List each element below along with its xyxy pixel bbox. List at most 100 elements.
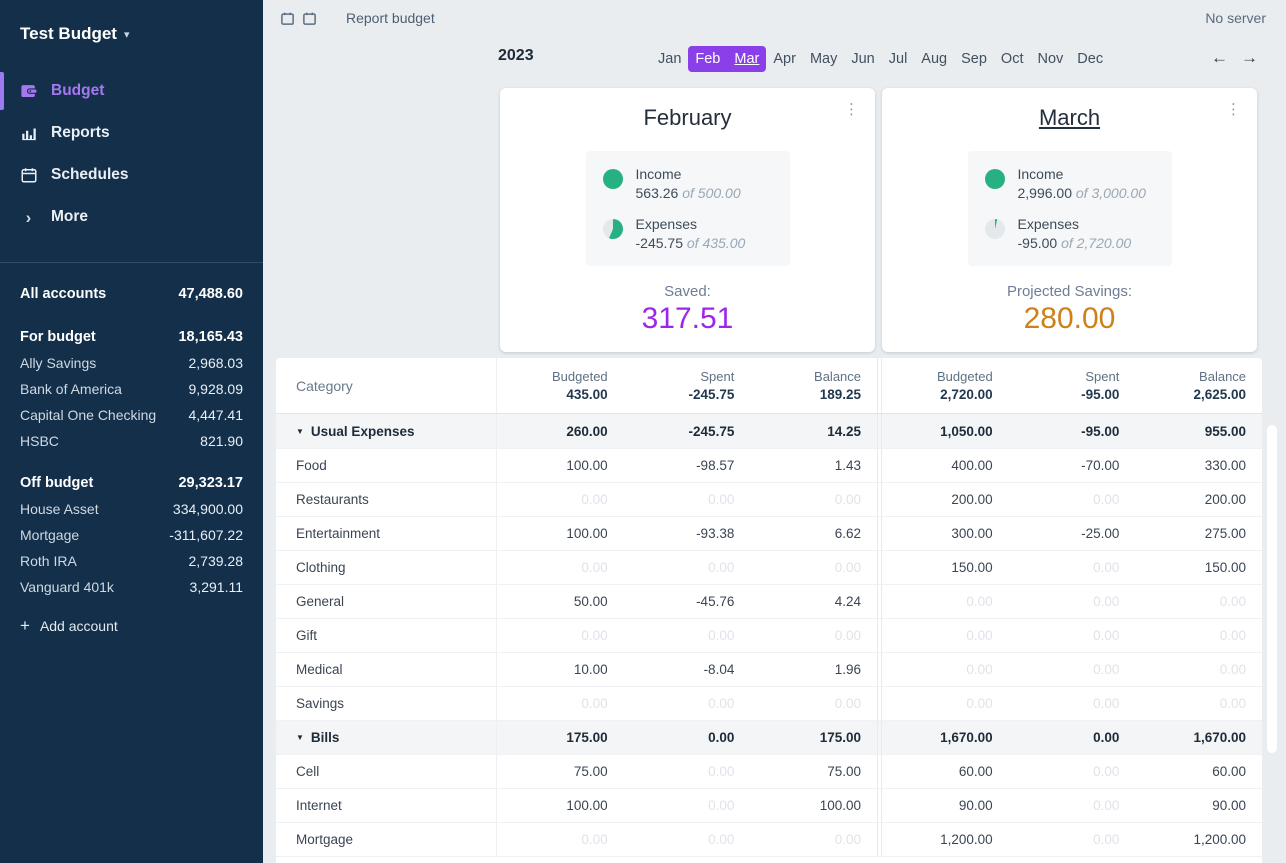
- month-jan[interactable]: Jan: [658, 51, 682, 67]
- next-month-arrow-icon[interactable]: →: [1241, 48, 1258, 67]
- month-jul[interactable]: Jul: [888, 51, 908, 67]
- spent-cell[interactable]: 0.00: [1093, 560, 1120, 575]
- balance-cell[interactable]: 330.00: [1204, 458, 1247, 473]
- category-name[interactable]: ▼ Usual Expenses: [276, 414, 497, 448]
- balance-cell[interactable]: 60.00: [1212, 764, 1247, 779]
- balance-cell[interactable]: 90.00: [1212, 798, 1247, 813]
- spent-cell[interactable]: 0.00: [1093, 492, 1120, 507]
- spent-cell[interactable]: 0.00: [708, 696, 735, 711]
- account-item[interactable]: Bank of America 9,928.09: [20, 376, 243, 402]
- budgeted-cell[interactable]: 50.00: [573, 594, 608, 609]
- budgeted-cell[interactable]: 150.00: [951, 560, 993, 575]
- month-jun[interactable]: Jun: [851, 51, 875, 67]
- budgeted-cell[interactable]: 0.00: [581, 696, 608, 711]
- budgeted-cell[interactable]: 1,050.00: [940, 423, 993, 439]
- scrollbar-thumb[interactable]: [1267, 425, 1277, 753]
- budgeted-cell[interactable]: 175.00: [566, 730, 608, 745]
- budgeted-cell[interactable]: 75.00: [573, 764, 608, 779]
- budgeted-cell[interactable]: 0.00: [966, 696, 993, 711]
- budgeted-cell[interactable]: 100.00: [566, 526, 608, 541]
- spent-cell[interactable]: 0.00: [1093, 696, 1120, 711]
- category-name[interactable]: Gift: [276, 619, 497, 652]
- month-aug[interactable]: Aug: [921, 51, 948, 67]
- budgeted-cell[interactable]: 0.00: [966, 594, 993, 609]
- spent-cell[interactable]: 0.00: [1093, 594, 1120, 609]
- month-nov[interactable]: Nov: [1037, 51, 1064, 67]
- account-group-header[interactable]: For budget 18,165.43: [20, 324, 243, 350]
- month-sep[interactable]: Sep: [961, 51, 987, 67]
- spent-cell[interactable]: -70.00: [1081, 458, 1120, 473]
- balance-cell[interactable]: 0.00: [834, 560, 862, 575]
- account-item[interactable]: Vanguard 401k 3,291.11: [20, 574, 243, 600]
- spent-cell[interactable]: -98.57: [696, 458, 735, 473]
- balance-cell[interactable]: 0.00: [834, 492, 862, 507]
- spent-cell[interactable]: 0.00: [1093, 764, 1120, 779]
- budgeted-cell[interactable]: 300.00: [951, 526, 993, 541]
- balance-cell[interactable]: 0.00: [1219, 628, 1247, 643]
- sidebar-item-budget[interactable]: Budget: [0, 70, 263, 112]
- budgeted-cell[interactable]: 90.00: [958, 798, 993, 813]
- budgeted-cell[interactable]: 1,670.00: [940, 730, 993, 745]
- budget-type-label[interactable]: Report budget: [346, 10, 435, 26]
- category-name[interactable]: Internet: [276, 789, 497, 822]
- spent-cell[interactable]: 0.00: [708, 628, 735, 643]
- sidebar-item-schedules[interactable]: Schedules: [0, 154, 263, 196]
- category-column-header[interactable]: Category: [276, 358, 497, 413]
- budgeted-cell[interactable]: 200.00: [951, 492, 993, 507]
- account-group-header[interactable]: Off budget 29,323.17: [20, 470, 243, 496]
- spent-cell[interactable]: -245.75: [688, 423, 735, 439]
- category-name[interactable]: Cell: [276, 755, 497, 788]
- collapse-triangle-icon[interactable]: ▼: [296, 426, 304, 436]
- balance-cell[interactable]: 0.00: [1219, 594, 1247, 609]
- budgeted-cell[interactable]: 100.00: [566, 458, 608, 473]
- category-name[interactable]: Savings: [276, 687, 497, 720]
- balance-cell[interactable]: 1.43: [834, 458, 862, 473]
- spent-cell[interactable]: 0.00: [1093, 730, 1120, 745]
- budgeted-cell[interactable]: 60.00: [958, 764, 993, 779]
- category-name[interactable]: ▼ Bills: [276, 721, 497, 754]
- spent-cell[interactable]: -45.76: [696, 594, 735, 609]
- balance-cell[interactable]: 0.00: [834, 628, 862, 643]
- budgeted-cell[interactable]: 260.00: [566, 423, 608, 439]
- spent-cell[interactable]: 0.00: [708, 730, 735, 745]
- category-name[interactable]: Restaurants: [276, 483, 497, 516]
- spent-cell[interactable]: 0.00: [1093, 662, 1120, 677]
- balance-cell[interactable]: 0.00: [834, 696, 862, 711]
- budget-file-switcher[interactable]: Test Budget ▾: [0, 0, 263, 58]
- month-title[interactable]: March: [1038, 105, 1101, 130]
- balance-cell[interactable]: 100.00: [819, 798, 862, 813]
- budgeted-cell[interactable]: 400.00: [951, 458, 993, 473]
- spent-cell[interactable]: 0.00: [708, 764, 735, 779]
- spent-cell[interactable]: 0.00: [708, 492, 735, 507]
- account-item[interactable]: Mortgage -311,607.22: [20, 522, 243, 548]
- budgeted-cell[interactable]: 0.00: [581, 628, 608, 643]
- balance-cell[interactable]: 955.00: [1204, 423, 1247, 439]
- balance-cell[interactable]: 14.25: [827, 423, 862, 439]
- kebab-menu-icon[interactable]: ⋮: [1226, 101, 1241, 118]
- budgeted-cell[interactable]: 100.00: [566, 798, 608, 813]
- account-item[interactable]: Roth IRA 2,739.28: [20, 548, 243, 574]
- spent-cell[interactable]: 0.00: [1093, 628, 1120, 643]
- two-month-icon[interactable]: [302, 11, 317, 26]
- budgeted-cell[interactable]: 0.00: [581, 832, 608, 847]
- spent-cell[interactable]: 0.00: [708, 560, 735, 575]
- budgeted-cell[interactable]: 0.00: [966, 662, 993, 677]
- month-mar[interactable]: Mar: [727, 46, 767, 72]
- month-feb[interactable]: Feb: [688, 46, 728, 72]
- budgeted-cell[interactable]: 10.00: [573, 662, 608, 677]
- month-apr[interactable]: Apr: [773, 51, 796, 67]
- budgeted-cell[interactable]: 0.00: [966, 628, 993, 643]
- add-account-button[interactable]: + Add account: [20, 616, 243, 636]
- spent-cell[interactable]: -8.04: [703, 662, 735, 677]
- category-name[interactable]: Entertainment: [276, 517, 497, 550]
- category-name[interactable]: Clothing: [276, 551, 497, 584]
- balance-cell[interactable]: 0.00: [1219, 662, 1247, 677]
- one-month-icon[interactable]: [280, 11, 295, 26]
- spent-cell[interactable]: -25.00: [1081, 526, 1120, 541]
- balance-cell[interactable]: 0.00: [834, 832, 862, 847]
- balance-cell[interactable]: 0.00: [1219, 696, 1247, 711]
- server-status[interactable]: No server: [1205, 10, 1266, 26]
- spent-cell[interactable]: -95.00: [1081, 423, 1120, 439]
- all-accounts-row[interactable]: All accounts 47,488.60: [20, 281, 243, 307]
- account-item[interactable]: HSBC 821.90: [20, 428, 243, 454]
